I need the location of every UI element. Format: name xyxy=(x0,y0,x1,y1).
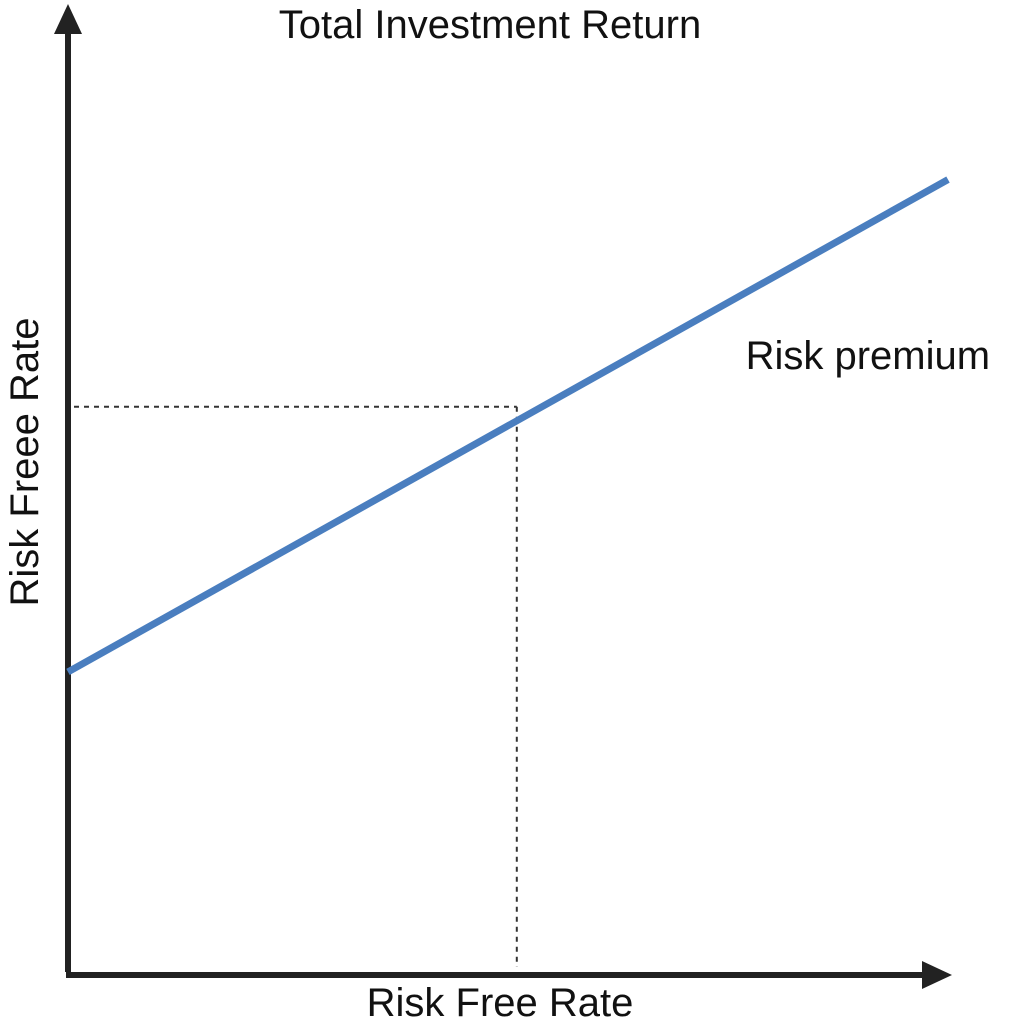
x-axis-arrow xyxy=(922,961,952,989)
total-investment-return-line xyxy=(66,176,950,676)
y-axis-label: Risk Freee Rate xyxy=(3,318,47,607)
risk-premium-label: Risk premium xyxy=(746,334,990,378)
y-axis-arrow xyxy=(54,4,82,34)
chart-title: Total Investment Return xyxy=(279,3,701,47)
x-axis-label: Risk Free Rate xyxy=(367,981,634,1024)
